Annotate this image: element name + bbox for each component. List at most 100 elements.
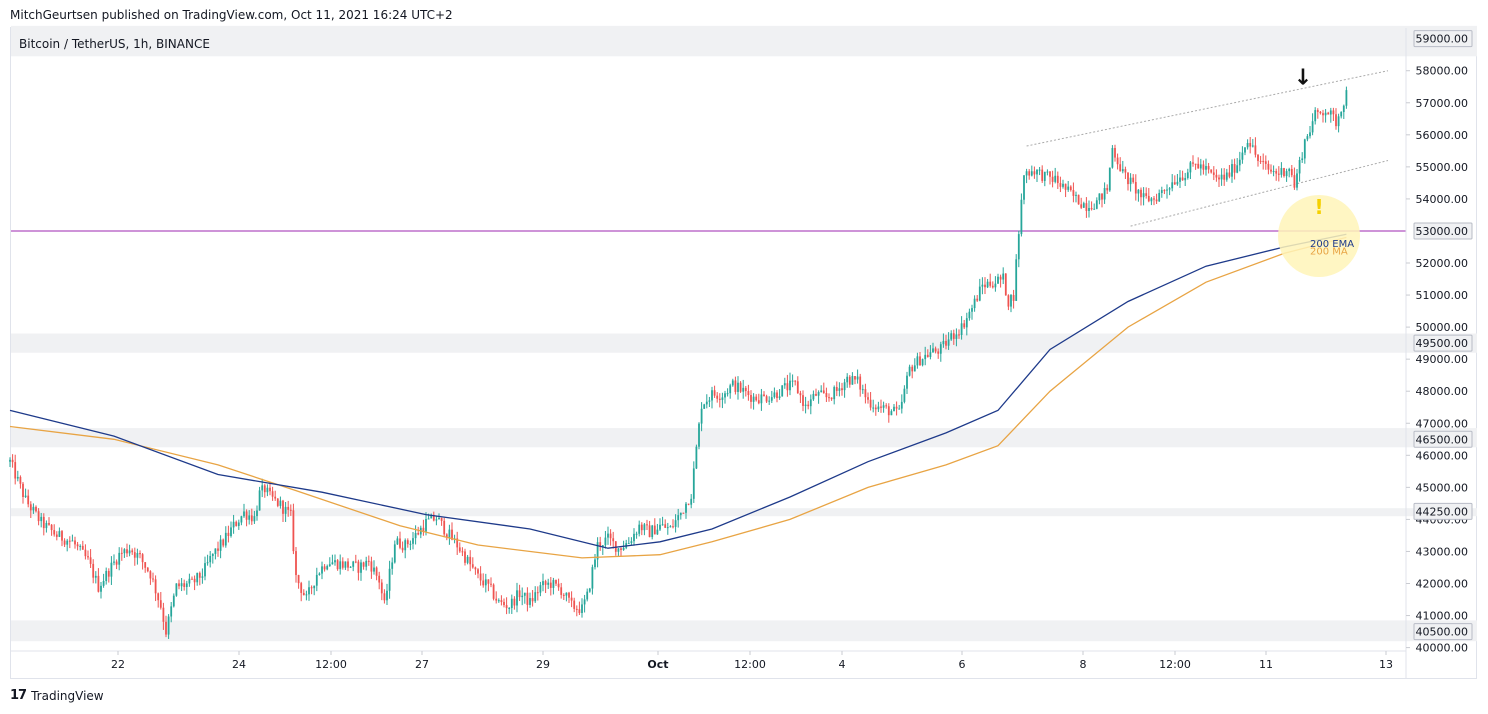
candle-up [425,518,427,532]
candle-down [464,551,466,563]
candle-down [1283,168,1285,177]
candle-up [1241,152,1244,160]
candle-up [427,518,430,520]
candle-down [1119,164,1122,172]
candle-down [235,521,238,526]
candle-up [32,506,35,511]
candle-down [557,583,560,588]
candle-up [950,333,953,340]
candle-up [1043,171,1046,181]
candle-up [789,380,791,391]
candle-down [55,534,58,537]
candle-up [804,404,807,406]
y-tick-label: 43000.00 [1416,545,1469,558]
candle-up [391,562,394,569]
candle-up [542,581,544,586]
price-level-box [1413,222,1473,240]
candle-up [1236,165,1239,173]
candle-down [1335,114,1337,127]
y-tick-label: 51000.00 [1416,289,1469,302]
candle-down [469,556,472,565]
candle-up [201,576,204,578]
candle-down [578,609,581,614]
candle-up [508,608,511,610]
candle-up [1166,189,1168,191]
candle-up [256,510,258,517]
candle-down [503,601,505,606]
candle-up [1168,188,1171,190]
candle-up [1189,162,1192,173]
candle-down [1264,161,1267,164]
candle-up [1025,171,1028,176]
candle-up [690,498,693,505]
candle-up [232,521,235,528]
candle-up [1098,193,1101,201]
candles [9,86,1348,639]
candle-up [820,390,823,393]
candle-down [1316,110,1319,112]
candle-down [474,567,477,570]
y-tick-label: 46000.00 [1416,449,1469,462]
candle-down [217,548,219,551]
candle-up [778,396,781,398]
candle-down [555,580,557,584]
candle-up [237,522,240,526]
candle-down [92,563,95,578]
candle-up [913,365,916,372]
candle-down [682,512,685,514]
candle-up [752,396,755,402]
x-tick-label: 24 [232,658,246,671]
candle-down [1181,177,1184,181]
candle-up [248,515,251,520]
candle-up [916,356,919,366]
candle-down [1163,190,1166,192]
candle-up [321,566,323,574]
y-tick-label: 49000.00 [1416,353,1469,366]
candle-up [711,390,713,401]
candle-down [440,517,443,521]
candle-down [165,621,167,635]
candle-down [945,340,947,346]
candle-up [861,389,864,391]
candle-down [609,533,612,539]
candle-down [859,376,862,390]
warning-icon: ! [1314,195,1323,219]
candle-down [300,583,303,593]
candle-up [167,616,170,635]
candle-up [547,582,550,585]
candle-down [765,396,768,402]
tradingview-logo[interactable]: 17 TradingView [10,688,104,703]
candle-up [360,562,362,573]
candle-up [334,560,336,563]
candle-up [118,552,121,565]
candle-up [209,556,212,563]
y-tick-label: 52000.00 [1416,257,1469,270]
candle-up [1030,171,1033,176]
candle-up [253,516,256,522]
candle-up [1082,203,1085,208]
price-level-label: 49500.00 [1416,337,1469,350]
candle-up [656,529,659,535]
candle-up [900,401,903,409]
candle-down [926,354,929,357]
candle-up [414,533,417,539]
candle-down [461,551,464,553]
support-band [11,508,1477,517]
ma-200-line [9,236,1347,559]
candle-down [526,592,529,605]
candle-up [1251,145,1254,147]
candle-up [1103,188,1106,200]
candle-up [1054,175,1057,182]
candle-up [812,393,815,400]
candle-down [794,380,797,382]
candle-down [786,383,789,391]
candle-down [1218,177,1220,180]
y-tick-label: 40000.00 [1416,642,1469,655]
candle-down [53,530,56,535]
y-tick-label: 58000.00 [1416,65,1469,78]
candle-up [523,592,526,596]
candle-up [279,500,282,506]
candle-down [183,583,186,587]
ema-200-line [9,233,1347,549]
